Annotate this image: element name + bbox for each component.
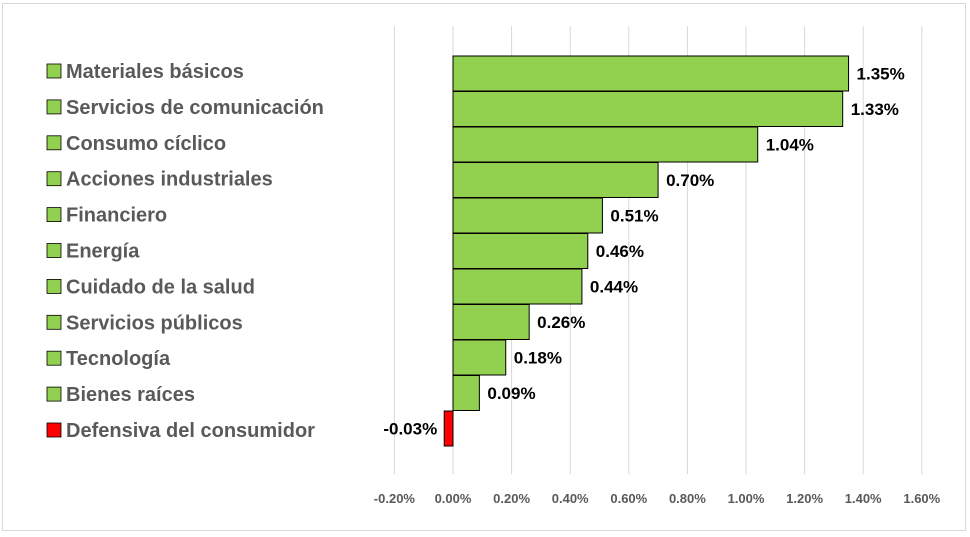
legend-label: Materiales básicos: [66, 61, 244, 83]
x-axis-ticks: -0.20% 0.00% 0.20% 0.40% 0.60% 0.80% 1.00% 1.20…: [374, 491, 941, 506]
legend-swatch: [46, 63, 62, 79]
legend-swatch: [46, 207, 62, 223]
legend-label: Consumo cíclico: [66, 133, 226, 155]
data-label: 0.46%: [596, 242, 644, 261]
x-tick-label: 0.80%: [669, 491, 706, 506]
x-tick-label: 0.20%: [493, 491, 530, 506]
legend-swatch: [46, 171, 62, 187]
bar: [452, 268, 583, 305]
data-label: 0.26%: [537, 313, 585, 332]
data-label: 0.18%: [514, 349, 562, 368]
bar: [452, 91, 844, 127]
bar: [452, 375, 480, 411]
bar: [452, 233, 589, 269]
legend-swatch: [46, 386, 62, 402]
data-label: 0.44%: [590, 278, 638, 297]
legend-swatch: [46, 422, 62, 438]
data-label: 1.04%: [766, 136, 814, 155]
x-tick-label: 0.40%: [552, 491, 589, 506]
x-tick-label: 1.40%: [845, 491, 882, 506]
legend-label: Bienes raíces: [66, 384, 195, 406]
bar: [452, 339, 507, 376]
legend-swatch: [46, 135, 62, 151]
data-label: 1.35%: [857, 65, 905, 84]
bars: [443, 55, 850, 447]
data-label: 0.51%: [610, 207, 658, 226]
data-label: -0.03%: [383, 420, 437, 439]
data-labels: 1.35% 1.33% 1.04% 0.70% 0.51% 0.46% 0.44% 0.26%…: [383, 65, 904, 439]
bar: [452, 197, 603, 234]
bar: [452, 162, 659, 198]
legend-swatch: [46, 278, 62, 294]
legend-label: Acciones industriales: [66, 169, 273, 191]
x-tick-label: 0.00%: [435, 491, 472, 506]
legend-label: Tecnología: [66, 348, 171, 370]
legend-label: Servicios públicos: [66, 312, 243, 334]
legend: Materiales básicos Servicios de comunicac…: [46, 61, 324, 442]
x-tick-label: -0.20%: [374, 491, 416, 506]
data-label: 0.70%: [666, 171, 714, 190]
x-tick-label: 1.60%: [903, 491, 940, 506]
legend-label: Defensiva del consumidor: [66, 420, 315, 442]
legend-swatch: [46, 314, 62, 330]
bar: [443, 410, 454, 447]
x-tick-label: 1.20%: [786, 491, 823, 506]
bar: [452, 304, 530, 340]
legend-swatch: [46, 350, 62, 366]
legend-swatch: [46, 243, 62, 258]
data-label: 1.33%: [851, 100, 899, 119]
bar: [452, 55, 850, 92]
legend-label: Cuidado de la salud: [66, 276, 255, 298]
data-label: 0.09%: [487, 384, 535, 403]
bar: [452, 126, 759, 163]
legend-label: Servicios de comunicación: [66, 97, 324, 119]
legend-label: Energía: [66, 241, 140, 263]
x-tick-label: 1.00%: [728, 491, 765, 506]
legend-label: Financiero: [66, 205, 167, 227]
x-tick-label: 0.60%: [610, 491, 647, 506]
legend-swatch: [46, 99, 62, 115]
